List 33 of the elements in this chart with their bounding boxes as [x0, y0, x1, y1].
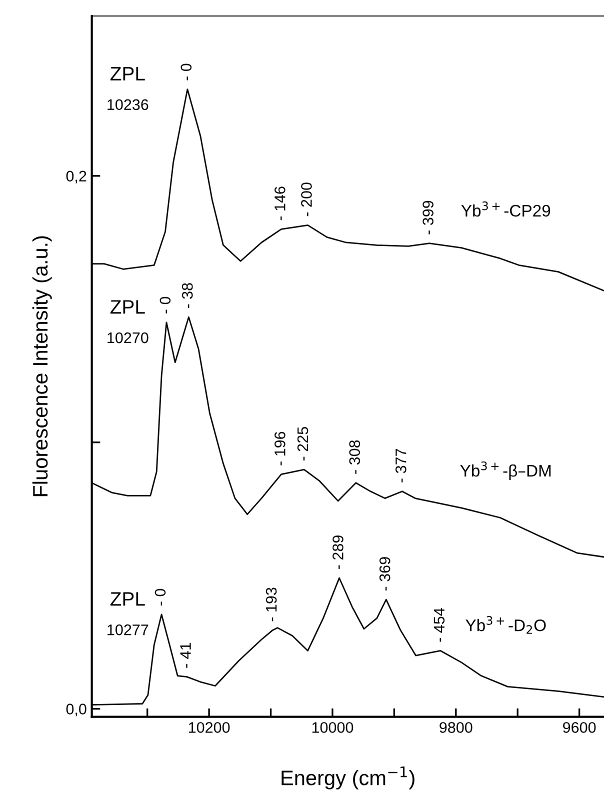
- annotation: - 38: [182, 283, 193, 308]
- annotation: - 289: [332, 536, 344, 569]
- y-tick-label: 0,0: [66, 704, 86, 716]
- series-label: Yb$^{3+}$-β–DM: [460, 461, 551, 480]
- x-tick-label: 10200: [188, 722, 230, 733]
- x-tick-label: 9800: [440, 722, 472, 733]
- series-label: Yb$^{3+}$-D$_{2}$O: [466, 616, 546, 634]
- annotation: - 196: [274, 432, 286, 466]
- annotation: - 377: [395, 448, 406, 482]
- x-tick-label: 10000: [312, 722, 354, 733]
- annotation: - 454: [434, 608, 445, 642]
- annotation: - 225: [297, 427, 308, 461]
- annotation: - 0: [160, 296, 171, 314]
- annotation: - 200: [301, 182, 312, 216]
- x-axis-title: Energy (cm$^{−1}$): [282, 766, 414, 790]
- annotation: - 0: [180, 64, 192, 80]
- annotation: - 369: [379, 557, 390, 591]
- y-axis-title: Fluorescence Intensity (a.u.): [32, 236, 52, 496]
- annotation: - 399: [422, 200, 434, 234]
- annotation: - 308: [349, 440, 360, 474]
- x-tick-label: 9600: [563, 722, 596, 733]
- series-label: Yb$^{3+}$-CP29: [461, 201, 550, 217]
- annotation: ZPL: [110, 592, 145, 606]
- annotation: - 193: [266, 588, 277, 622]
- annotation: 10236: [108, 99, 148, 110]
- y-tick-label: 0,2: [66, 170, 86, 184]
- annotation: 10270: [108, 332, 148, 344]
- annotation: 10277: [108, 624, 148, 636]
- annotation: ZPL: [110, 300, 145, 314]
- annotation: ZPL: [110, 67, 145, 80]
- annotation: - 41: [180, 642, 191, 668]
- annotation: - 0: [154, 588, 166, 606]
- annotation: - 146: [274, 186, 286, 220]
